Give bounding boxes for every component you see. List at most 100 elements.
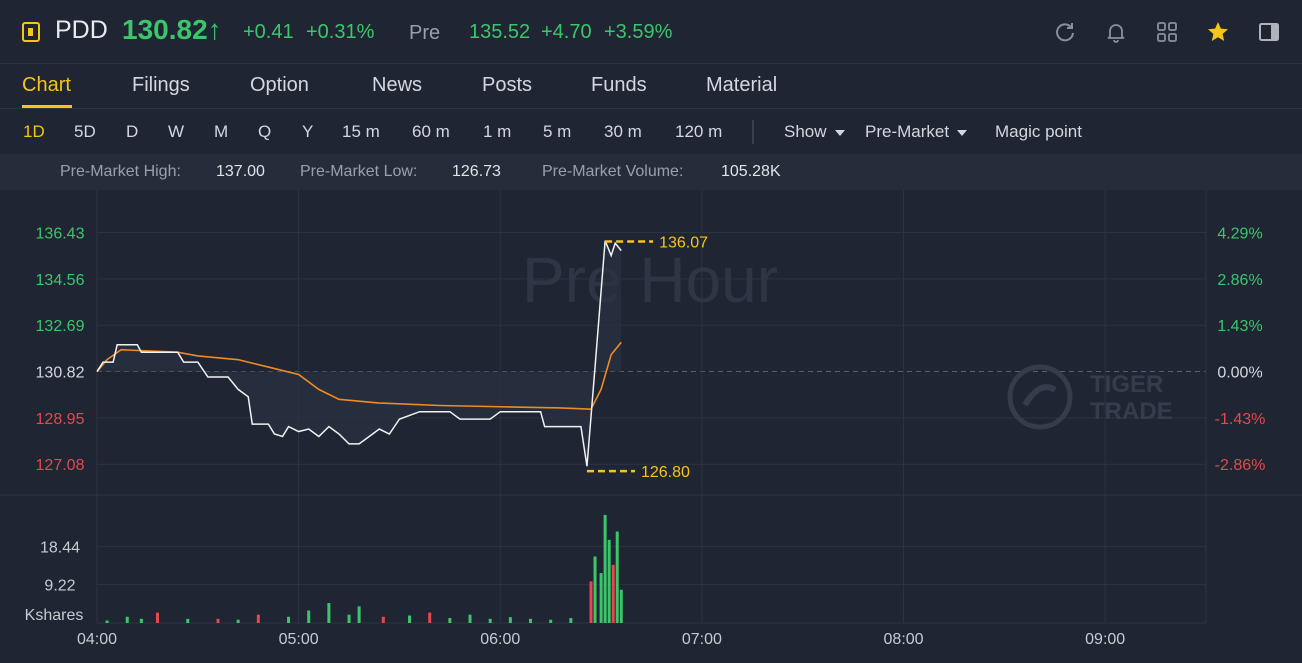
volume-tick: 18.44 xyxy=(40,539,80,556)
tab-material[interactable]: Material xyxy=(706,74,778,96)
volume-bar xyxy=(347,614,351,623)
period-120m[interactable]: 120 m xyxy=(675,122,723,141)
extreme-markers: 136.07 126.80 xyxy=(586,234,708,481)
pre-market-volume-value: 105.28K xyxy=(721,163,781,180)
x-tick: 09:00 xyxy=(1085,631,1125,648)
volume-bar xyxy=(287,616,291,623)
low-marker-label: 126.80 xyxy=(641,464,690,481)
tab-posts[interactable]: Posts xyxy=(482,74,533,96)
period-day[interactable]: D xyxy=(126,122,139,141)
period-60m[interactable]: 60 m xyxy=(412,122,450,141)
volume-bar xyxy=(569,618,573,623)
price-change-pct: +0.31% xyxy=(306,21,375,43)
pre-market-change-pct: +3.59% xyxy=(604,21,673,43)
volume-bar xyxy=(603,514,607,623)
volume-bar xyxy=(468,614,472,623)
quote-header: PDD 130.82↑ +0.41 +0.31% Pre 135.52 +4.7… xyxy=(0,0,1302,63)
y-right-tick: -2.86% xyxy=(1215,457,1266,474)
toolbar-divider xyxy=(752,120,754,144)
tab-news[interactable]: News xyxy=(372,74,423,96)
volume-bar xyxy=(357,606,361,623)
period-1d[interactable]: 1D xyxy=(23,122,45,141)
volume-bar xyxy=(256,614,260,623)
tab-filings[interactable]: Filings xyxy=(132,74,190,96)
refresh-icon[interactable] xyxy=(1053,20,1077,44)
show-dropdown-label: Show xyxy=(784,122,827,141)
x-tick: 05:00 xyxy=(279,631,319,648)
volume-bar xyxy=(155,612,159,623)
volume-bar xyxy=(428,612,432,623)
period-year[interactable]: Y xyxy=(302,122,314,141)
pre-market-change: +4.70 xyxy=(541,21,592,43)
volume-bar xyxy=(408,615,412,623)
volume-bar xyxy=(125,616,129,623)
star-icon[interactable] xyxy=(1206,20,1230,44)
x-tick: 06:00 xyxy=(480,631,520,648)
y-left-tick: 128.95 xyxy=(36,411,85,428)
volume-bar xyxy=(607,539,611,623)
price-change: +0.41 xyxy=(243,21,294,43)
period-5d[interactable]: 5D xyxy=(74,122,96,141)
period-5m[interactable]: 5 m xyxy=(543,122,572,141)
pre-market-high-value: 137.00 xyxy=(216,163,265,180)
y-right-tick: 0.00% xyxy=(1217,365,1262,382)
chevron-down-icon xyxy=(957,129,968,136)
last-price: 130.82↑ xyxy=(122,14,222,45)
chart-axes: 136.43 4.29% 134.56 2.86% 132.69 1.43% 130.82 0… xyxy=(25,226,1266,648)
volume-bar xyxy=(611,564,615,623)
volume-bar xyxy=(615,531,619,623)
brand-line-1: TIGER xyxy=(1090,371,1163,398)
period-month[interactable]: M xyxy=(214,122,229,141)
volume-bar xyxy=(589,581,593,623)
show-dropdown[interactable]: Show xyxy=(784,122,845,142)
y-right-tick: -1.43% xyxy=(1215,411,1266,428)
volume-bar xyxy=(549,619,553,623)
panel-icon[interactable] xyxy=(1257,20,1281,44)
volume-bar xyxy=(529,618,533,623)
session-dropdown[interactable]: Pre-Market xyxy=(865,122,968,142)
y-left-tick: 132.69 xyxy=(36,318,85,335)
brand-line-2: TRADE xyxy=(1090,398,1173,425)
volume-bar xyxy=(508,617,512,623)
volume-bar xyxy=(448,618,452,623)
pre-market-low-label: Pre-Market Low: xyxy=(300,163,418,180)
volume-bar xyxy=(105,620,109,623)
period-1m[interactable]: 1 m xyxy=(483,122,512,141)
x-tick: 07:00 xyxy=(682,631,722,648)
pre-market-stats: Pre-Market High: 137.00 Pre-Market Low: … xyxy=(0,154,1302,190)
pre-market-label: Pre xyxy=(409,22,441,44)
period-30m[interactable]: 30 m xyxy=(604,122,642,141)
ticker-icon[interactable] xyxy=(22,22,40,42)
volume-bar xyxy=(186,618,190,623)
session-dropdown-label: Pre-Market xyxy=(865,122,950,141)
magic-point-button[interactable]: Magic point xyxy=(995,122,1082,141)
pre-market-volume-label: Pre-Market Volume: xyxy=(542,163,684,180)
price-area-fill xyxy=(97,240,622,467)
tab-funds[interactable]: Funds xyxy=(591,74,647,96)
period-toolbar: 1D 5D D W M Q Y 15 m 60 m 1 m 5 m 30 m 1… xyxy=(0,108,1302,154)
x-tick: 08:00 xyxy=(884,631,924,648)
grid-icon[interactable] xyxy=(1155,20,1179,44)
period-15m[interactable]: 15 m xyxy=(342,122,380,141)
bell-icon[interactable] xyxy=(1104,20,1128,44)
intraday-chart[interactable]: Pre Hour TIGER TRADE 136.07 126.80 136.43… xyxy=(0,190,1302,663)
pre-market-high-label: Pre-Market High: xyxy=(60,163,181,180)
y-left-tick: 127.08 xyxy=(36,457,85,474)
chevron-down-icon xyxy=(834,129,845,136)
volume-bar xyxy=(236,619,240,623)
period-quarter[interactable]: Q xyxy=(258,122,272,141)
symbol: PDD xyxy=(55,16,108,44)
period-week[interactable]: W xyxy=(168,122,185,141)
x-tick: 04:00 xyxy=(77,631,117,648)
y-left-tick: 134.56 xyxy=(36,272,85,289)
high-marker-label: 136.07 xyxy=(659,234,708,251)
volume-bar xyxy=(381,616,385,623)
volume-bar xyxy=(593,556,597,623)
price-area xyxy=(97,240,622,467)
chart-watermark: Pre Hour xyxy=(522,244,778,316)
tab-option[interactable]: Option xyxy=(250,74,309,96)
volume-bar xyxy=(216,618,220,623)
y-right-tick: 4.29% xyxy=(1217,226,1262,243)
tab-chart[interactable]: Chart xyxy=(22,74,71,96)
price-lines xyxy=(96,240,622,467)
